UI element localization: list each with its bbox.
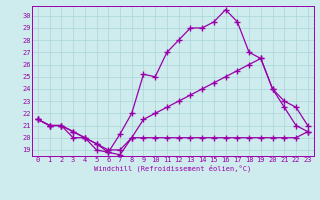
X-axis label: Windchill (Refroidissement éolien,°C): Windchill (Refroidissement éolien,°C) <box>94 165 252 172</box>
